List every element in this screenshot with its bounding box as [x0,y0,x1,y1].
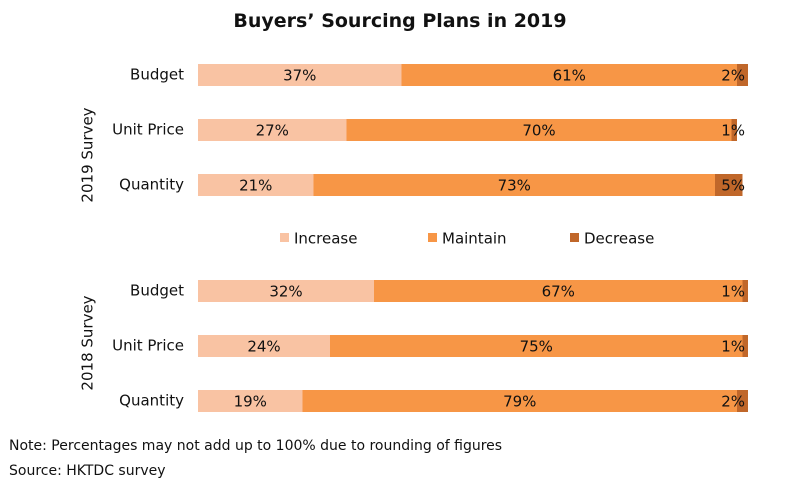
bar-segment-decrease [742,335,748,357]
category-label: Unit Price [112,121,184,139]
legend-swatch-decrease [570,233,579,242]
bar-segment-increase [198,390,303,412]
bar-segment-maintain [374,280,743,302]
legend-swatch-maintain [428,233,437,242]
legend-label: Decrease [584,230,654,248]
data-label: 67% [542,283,575,301]
bar-segment-decrease [742,280,748,302]
legend-swatch-increase [280,233,289,242]
category-label: Unit Price [112,337,184,355]
data-label: 73% [498,177,531,195]
data-label: 27% [256,122,289,140]
data-label: 79% [503,393,536,411]
bar-segment-increase [198,64,402,86]
data-label: 24% [247,338,280,356]
bar-segment-maintain [401,64,737,86]
bar-segment-decrease [737,64,748,86]
category-label: Quantity [119,392,184,410]
category-label: Budget [130,282,184,300]
bar-segment-increase [198,119,347,141]
bar-segment-maintain [302,390,737,412]
bar-segment-increase [198,335,330,357]
data-label: 19% [234,393,267,411]
legend-label: Maintain [442,230,507,248]
chart-note: Note: Percentages may not add up to 100%… [9,438,503,454]
data-label: 1% [721,122,745,140]
group-label: 2019 Survey [79,107,97,202]
bar-segment-decrease [737,390,748,412]
data-label: 61% [553,67,586,85]
data-label: 21% [239,177,272,195]
data-label: 1% [721,283,745,301]
bar-segment-decrease [715,174,743,196]
data-label: 1% [721,338,745,356]
data-label: 32% [269,283,302,301]
bar-segment-maintain [330,335,743,357]
legend-label: Increase [294,230,357,248]
data-label: 2% [721,67,745,85]
bar-segment-increase [198,174,314,196]
data-label: 5% [721,177,745,195]
chart-title: Buyers’ Sourcing Plans in 2019 [233,10,567,32]
group-label: 2018 Survey [79,295,97,390]
data-label: 2% [721,393,745,411]
bar-segment-decrease [731,119,737,141]
chart-source: Source: HKTDC survey [9,463,166,479]
category-label: Budget [130,66,184,84]
bar-segment-maintain [313,174,715,196]
data-label: 75% [520,338,553,356]
data-label: 37% [283,67,316,85]
category-label: Quantity [119,176,184,194]
bar-segment-increase [198,280,374,302]
data-label: 70% [522,122,555,140]
bar-segment-maintain [346,119,732,141]
